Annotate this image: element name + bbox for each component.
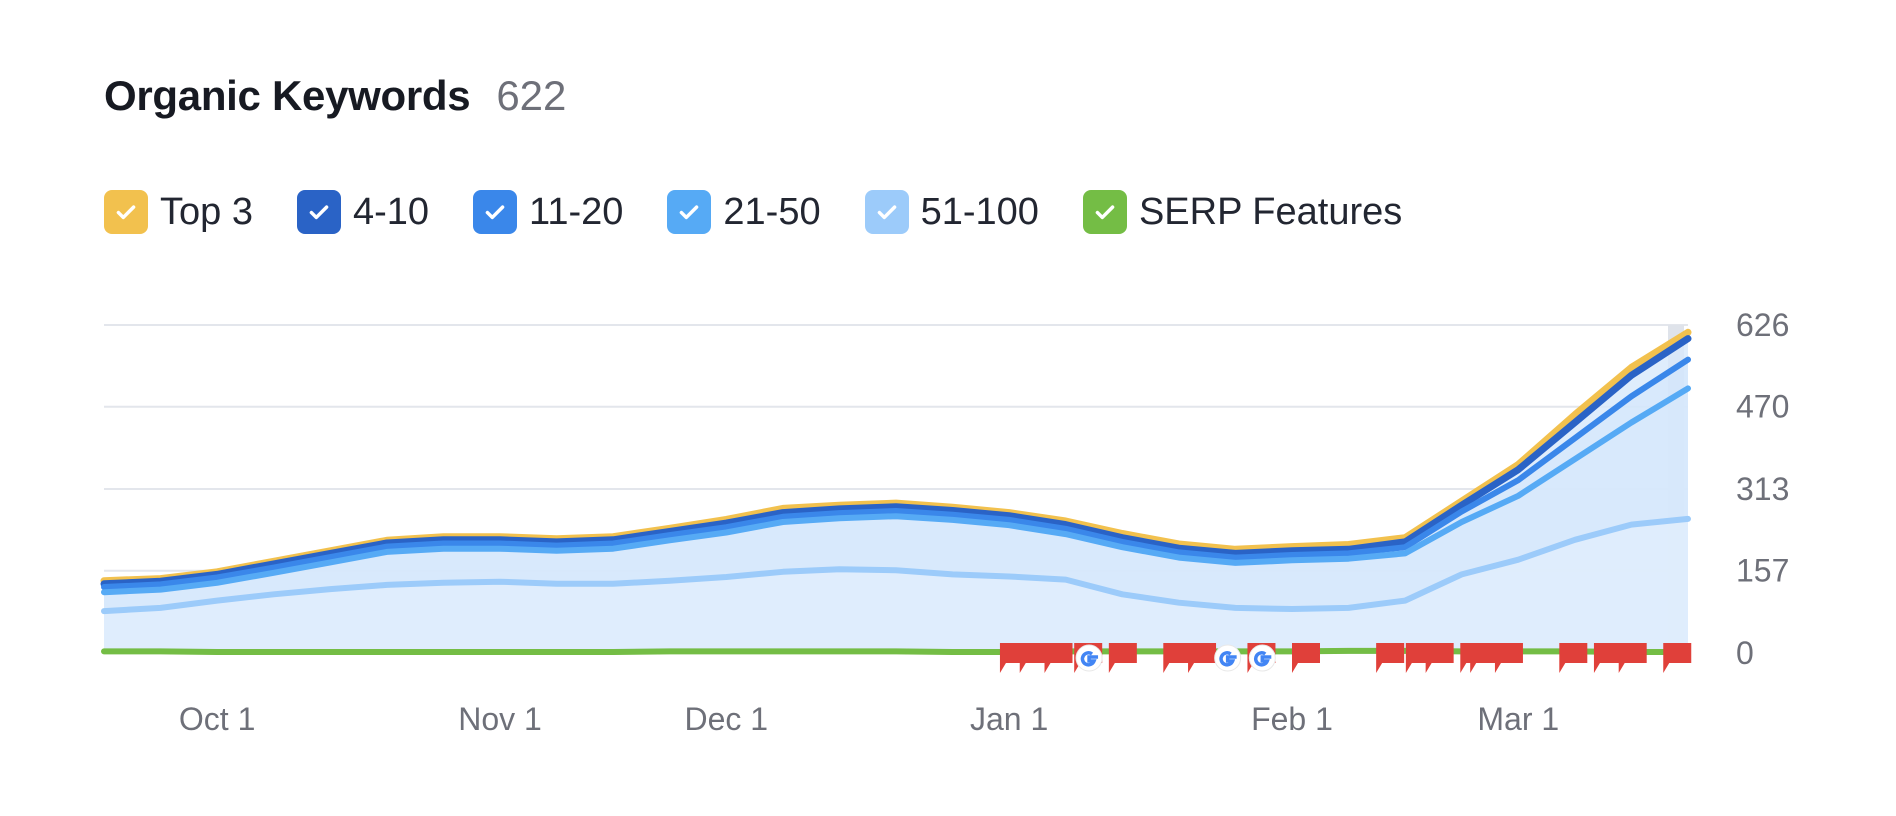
check-icon <box>877 205 896 220</box>
check-icon <box>485 205 505 220</box>
google-update-icon[interactable] <box>1214 644 1242 672</box>
google-update-icon[interactable] <box>1075 644 1103 672</box>
21-50-checkbox[interactable] <box>667 190 712 234</box>
legend-item-51-100[interactable]: 51-100 <box>864 190 1039 234</box>
note-flag-icon[interactable] <box>1108 643 1137 673</box>
11-20-checkbox[interactable] <box>473 190 518 234</box>
note-flag-icon[interactable] <box>1470 643 1499 673</box>
y-tick-label: 157 <box>1736 553 1789 589</box>
note-flag-icon[interactable] <box>1019 643 1048 673</box>
legend-label-top3: Top 3 <box>160 190 253 233</box>
y-tick-label: 313 <box>1736 471 1789 507</box>
x-tick-label: Jan 1 <box>970 701 1048 737</box>
line-4-10 <box>100 335 1692 588</box>
keyword-count: 622 <box>496 72 567 119</box>
legend-item-21-50[interactable]: 21-50 <box>667 190 821 234</box>
legend-item-4-10[interactable]: 4-10 <box>296 190 430 234</box>
line-11-20 <box>101 356 1691 590</box>
note-flag-icon[interactable] <box>1618 643 1647 673</box>
legend-item-serp-features[interactable]: SERP Features <box>1082 190 1403 234</box>
note-flag-icon[interactable] <box>1593 643 1622 673</box>
chart-markers <box>999 643 1692 673</box>
x-tick-label: Mar 1 <box>1477 701 1559 737</box>
check-icon <box>309 205 329 220</box>
legend-label-51-100: 51-100 <box>920 190 1039 233</box>
note-flag-icon[interactable] <box>1559 643 1588 673</box>
legend-label-4-10: 4-10 <box>352 190 430 233</box>
legend-item-11-20[interactable]: 11-20 <box>473 190 623 234</box>
x-tick-label: Feb 1 <box>1251 701 1333 737</box>
widget-title: Organic Keywords <box>104 72 471 119</box>
y-tick-label: 626 <box>1736 307 1789 343</box>
check-icon <box>1095 205 1115 220</box>
widget-header: Organic Keywords 622 <box>104 72 566 120</box>
legend-label-21-50: 21-50 <box>723 190 821 233</box>
note-flag-icon[interactable] <box>1292 643 1320 673</box>
note-flag-icon[interactable] <box>1163 643 1192 673</box>
line-51-100 <box>101 515 1691 615</box>
top3-checkbox[interactable] <box>104 190 148 234</box>
x-tick-label: Nov 1 <box>458 701 542 737</box>
organic-keywords-chart: 0 157 313 470 626 Oct 1 Nov 1 Dec 1 Jan 1 Feb 1 Ma… <box>100 307 1789 737</box>
serp-features-checkbox[interactable] <box>1082 190 1127 234</box>
note-flag-icon[interactable] <box>1494 643 1523 673</box>
chart-areas <box>104 332 1688 653</box>
51-100-checkbox[interactable] <box>864 190 909 234</box>
note-flag-icon[interactable] <box>1425 643 1454 673</box>
check-icon <box>116 205 136 220</box>
note-flag-icon[interactable] <box>1044 643 1073 673</box>
google-update-icon[interactable] <box>1248 644 1276 672</box>
line-21-50 <box>101 385 1691 596</box>
legend-item-top3[interactable]: Top 3 <box>104 190 253 234</box>
x-tick-label: Dec 1 <box>684 701 768 737</box>
legend-label-serp-features: SERP Features <box>1138 190 1403 233</box>
area-51-100 <box>104 518 1688 653</box>
4-10-checkbox[interactable] <box>296 190 341 234</box>
note-flag-icon[interactable] <box>1663 643 1692 673</box>
legend-label-11-20: 11-20 <box>529 190 624 233</box>
x-tick-label: Oct 1 <box>179 701 255 737</box>
chart-legend: Top 3 4-10 11-20 21-50 51-100 SERP Featu… <box>104 190 1446 234</box>
y-tick-label: 470 <box>1736 389 1789 425</box>
note-flag-icon[interactable] <box>1188 643 1217 673</box>
check-icon <box>680 205 699 220</box>
chart-axes: 0 157 313 470 626 Oct 1 Nov 1 Dec 1 Jan 1 Feb 1 Ma… <box>179 307 1789 737</box>
note-flag-icon[interactable] <box>1376 643 1405 673</box>
y-tick-label: 0 <box>1736 635 1754 671</box>
